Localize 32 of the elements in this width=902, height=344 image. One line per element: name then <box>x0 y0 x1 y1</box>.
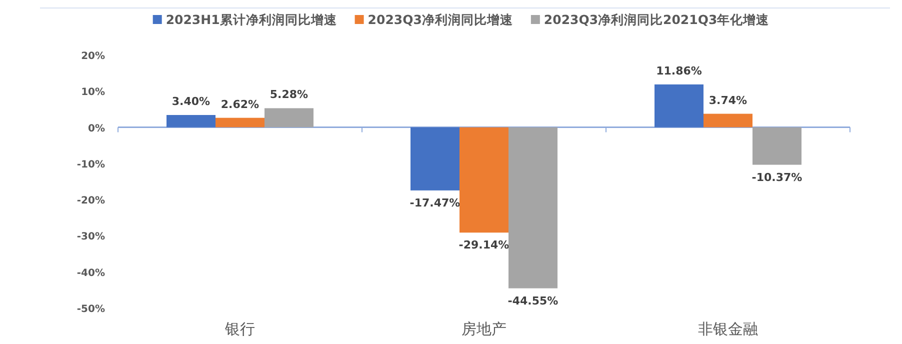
y-tick-label: 20% <box>81 51 105 62</box>
y-tick-label: -10% <box>76 159 105 170</box>
x-tick-label: 银行 <box>224 320 255 338</box>
legend-label: 2023Q3净利润同比增速 <box>368 12 514 27</box>
data-label: -17.47% <box>410 196 460 210</box>
data-label: -44.55% <box>508 294 558 308</box>
y-tick-label: -50% <box>76 304 105 315</box>
bar <box>264 108 314 128</box>
y-tick-label: 0% <box>88 123 105 134</box>
bar <box>410 127 460 190</box>
legend-label: 2023H1累计净利润同比增速 <box>166 12 338 27</box>
legend-label: 2023Q3净利润同比2021Q3年化增速 <box>544 12 770 27</box>
bar <box>216 118 264 128</box>
data-label: 2.62% <box>220 98 260 111</box>
data-label: -29.14% <box>458 238 510 252</box>
y-tick-label: -30% <box>76 232 105 243</box>
y-tick-label: 10% <box>81 87 105 98</box>
bar <box>654 84 704 128</box>
data-label: -10.37% <box>752 170 802 184</box>
bar <box>704 114 752 128</box>
bar <box>166 114 216 128</box>
y-tick-label: -20% <box>76 196 105 207</box>
data-label: 5.28% <box>270 88 308 102</box>
data-label: 11.86% <box>656 64 702 78</box>
bar <box>460 127 508 233</box>
x-tick-label: 房地产 <box>462 320 506 338</box>
bar <box>752 127 802 165</box>
bar <box>508 127 558 288</box>
data-label: 3.40% <box>172 94 210 108</box>
x-tick-label: 非银金融 <box>698 320 758 338</box>
y-tick-label: -40% <box>76 268 105 279</box>
data-label: 3.74% <box>708 94 748 107</box>
